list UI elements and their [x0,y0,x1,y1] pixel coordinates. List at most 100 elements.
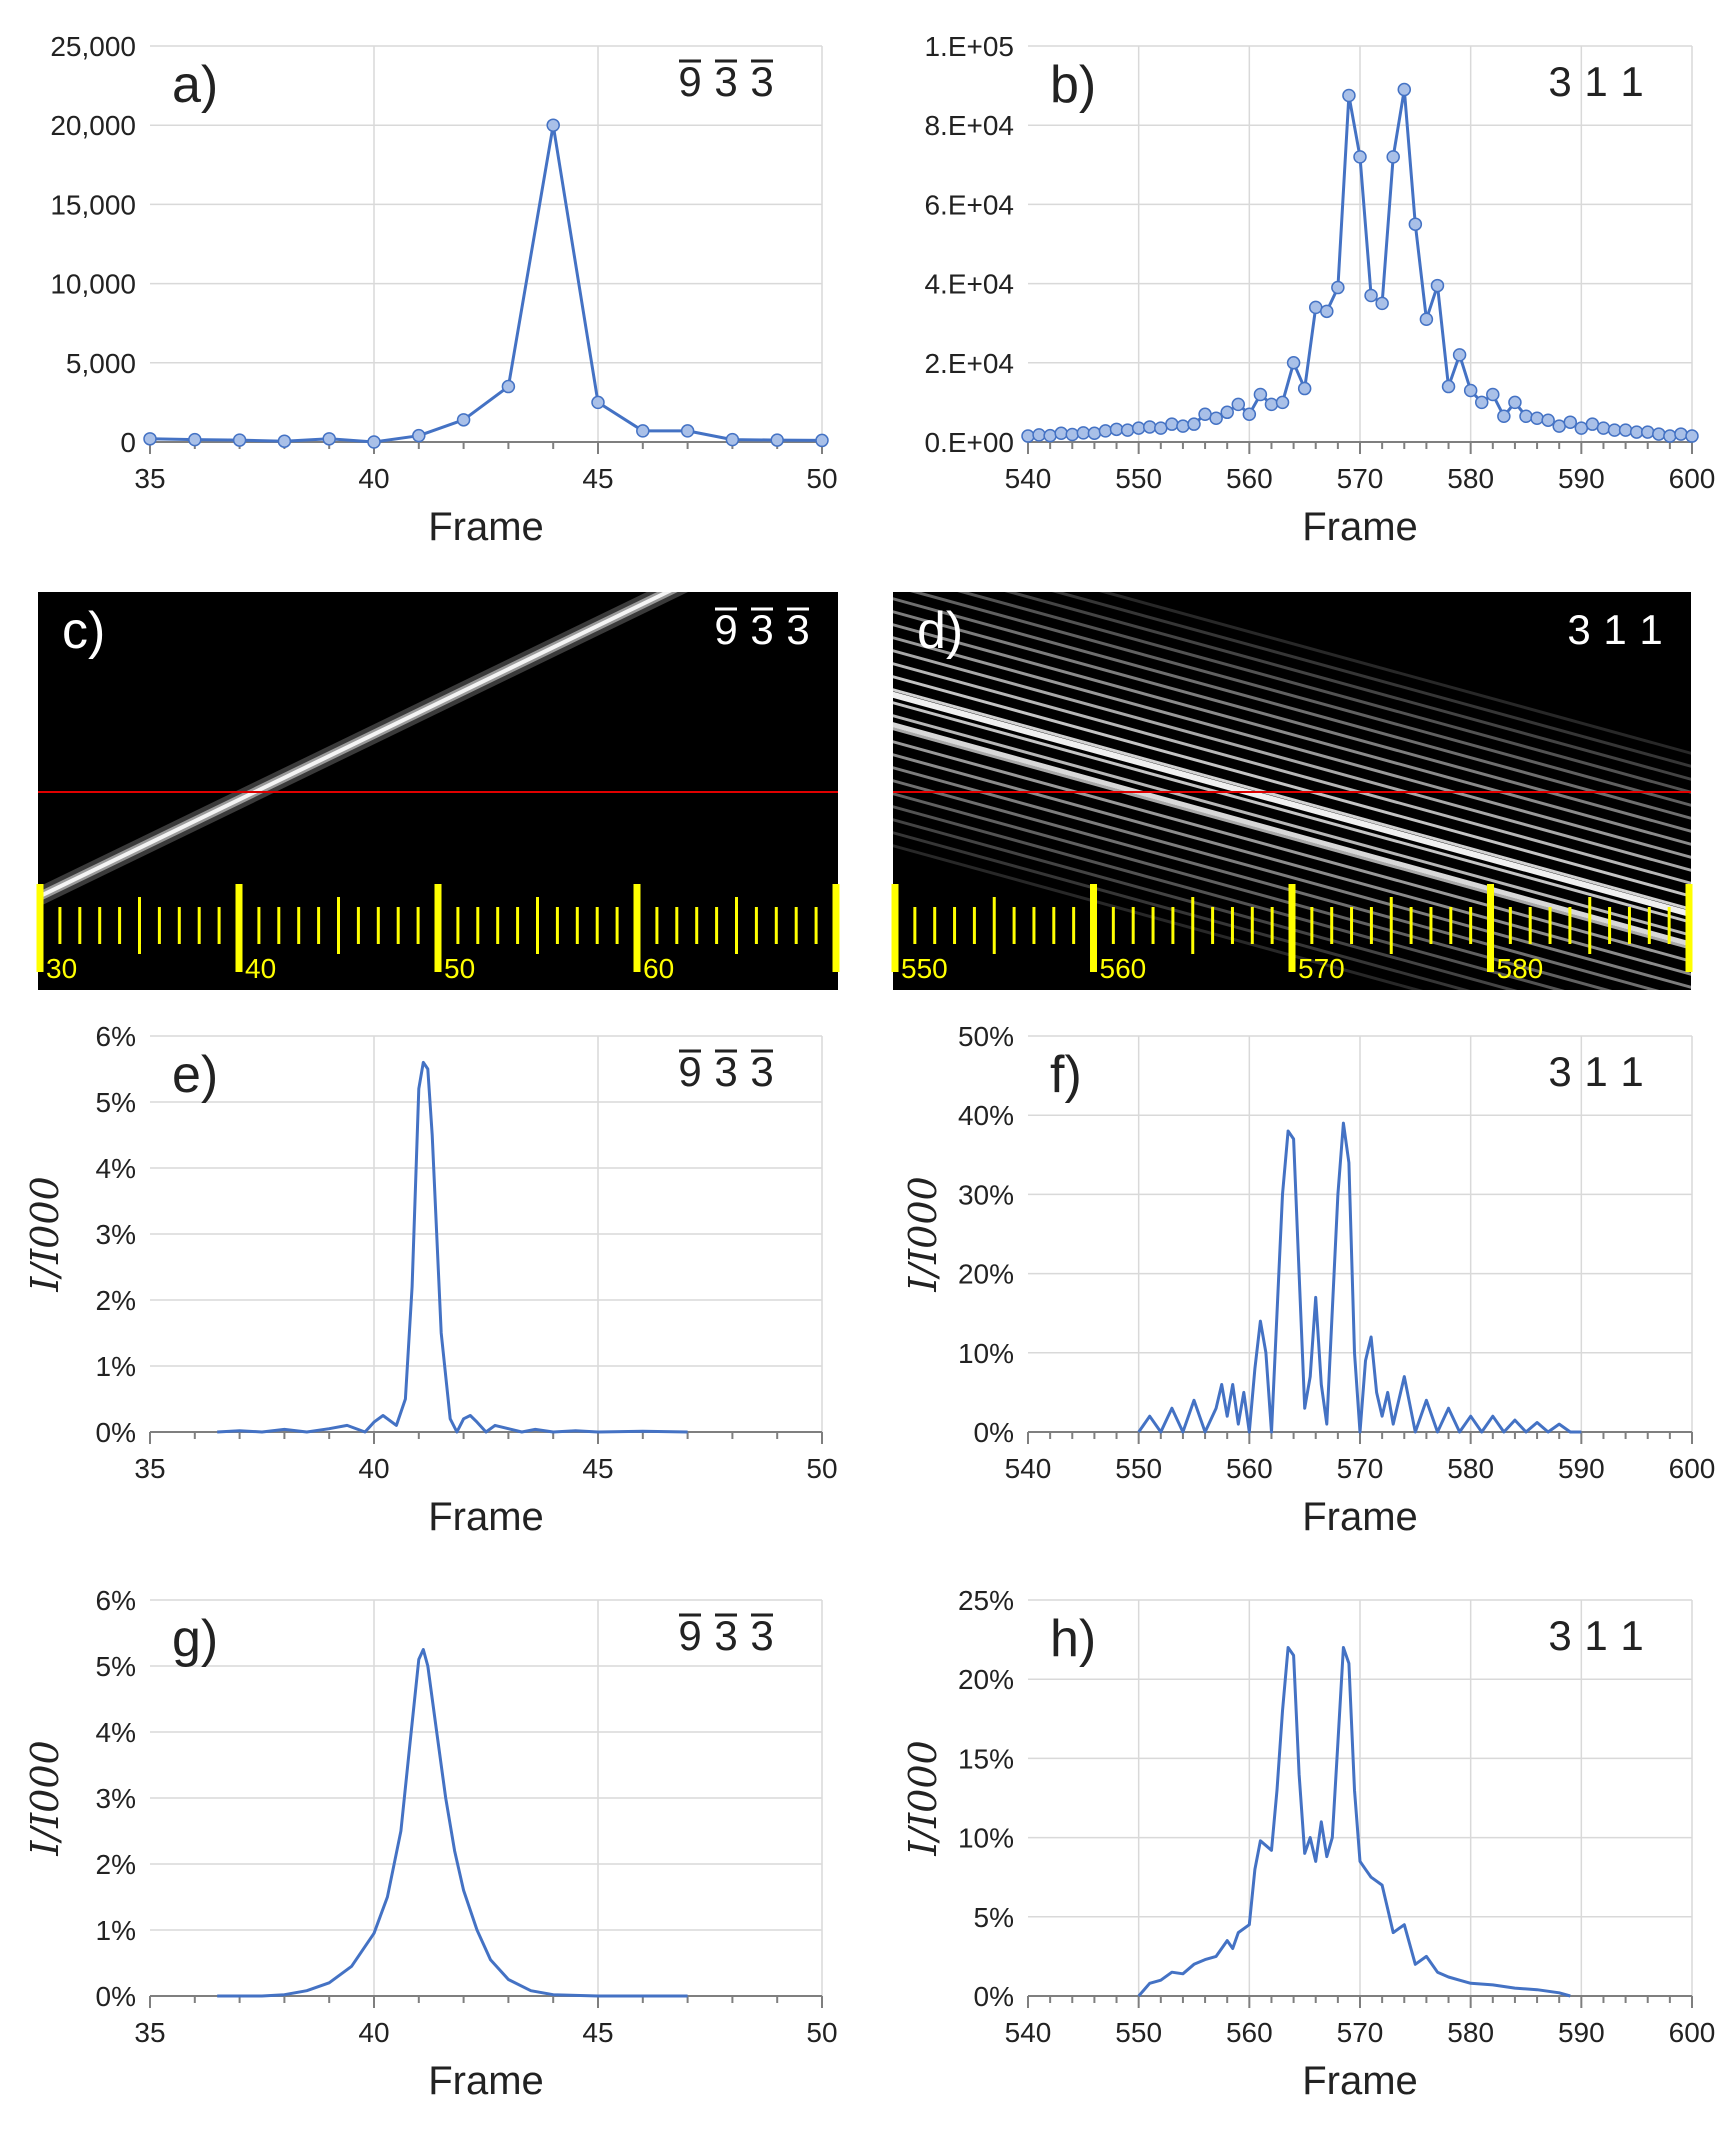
y-tick-label: 25% [958,1585,1014,1616]
fringe-line [1099,592,1691,755]
data-point [1364,288,1378,303]
hkl-index-1: 1 [1584,58,1607,105]
data-point [1342,88,1356,103]
data-point [1618,423,1633,437]
scale-label: 550 [901,953,948,984]
data-point [1198,407,1212,422]
y-tick-label: 4% [96,1153,136,1184]
y-tick-label: 0% [96,1417,136,1448]
y-tick-label: 6% [96,1585,136,1616]
y-tick-label: 1% [96,1915,136,1946]
y-axis-label: I/I000 [23,1740,67,1856]
fringe-line [893,766,1691,989]
fringe-line [893,675,1691,898]
x-tick-label: 35 [134,463,165,494]
fringe-line [1004,592,1691,781]
x-tick-label: 45 [582,2017,613,2048]
y-tick-label: 20% [958,1664,1014,1695]
x-axis-label: Frame [428,1495,544,1539]
data-point [1032,428,1046,442]
data-point [1497,409,1511,424]
data-point [1253,387,1268,402]
x-axis-label: Frame [1302,2059,1418,2103]
y-tick-label: 20,000 [50,110,136,141]
x-tick-label: 560 [1226,1453,1273,1484]
y-axis-label: I/I000 [901,1740,945,1856]
hkl-index-1: 3 [714,1612,737,1659]
x-tick-label: 560 [1226,2017,1273,2048]
chart-h: 540 550 560 570 580 590 600 0% 5% 10% 15% 20% 25% Fra… [901,1585,1715,2103]
data-point [1242,407,1257,422]
y-tick-label: 3% [96,1219,136,1250]
hkl-index-1: 3 [714,1048,737,1095]
data-point [1441,379,1456,394]
hkl-index-0: 3 [1548,1612,1571,1659]
data-point [1585,417,1600,431]
data-point [232,433,247,447]
y-tick-label: 1% [96,1351,136,1382]
data-point [636,424,650,438]
x-tick-label: 40 [358,463,389,494]
x-tick-label: 600 [1669,463,1716,494]
scale-label: 60 [643,953,674,984]
x-tick-label: 540 [1005,1453,1052,1484]
data-point [367,435,381,449]
hkl-index-0: 9 [678,1612,701,1659]
hkl-index-0: 3 [1548,58,1571,105]
data-point [1176,419,1190,433]
x-tick-label: 50 [806,463,837,494]
data-point [1563,415,1578,429]
hkl-index-0: 3 [1548,1048,1571,1095]
y-tick-label: 20% [958,1259,1014,1290]
hkl-index-2: 3 [750,1612,773,1659]
fringe-line [910,592,1691,807]
x-tick-label: 570 [1337,463,1384,494]
x-tick-label: 570 [1337,2017,1384,2048]
fringe-line [957,592,1691,794]
data-point [546,118,560,132]
hkl-index-2: 3 [786,606,809,653]
data-point [1142,420,1157,434]
data-point [1275,395,1290,410]
y-tick-label: 25,000 [50,31,136,62]
second-fringe [893,722,1691,947]
scale-label: 560 [1100,953,1147,984]
image-streaks [893,592,1691,990]
hkl-index-0: 9 [678,1048,701,1095]
data-point [1685,429,1699,443]
panel-label: b) [1050,56,1096,114]
data-point [1220,405,1234,420]
fringe-line [893,688,1691,911]
y-tick-label: 6% [96,1021,136,1052]
y-tick-label: 10% [958,1823,1014,1854]
data-point [1541,413,1555,427]
data-point [1308,300,1323,315]
x-axis-label: Frame [428,505,544,549]
x-tick-label: 580 [1447,1453,1494,1484]
data-point [1397,82,1412,97]
hkl-index-0: 9 [714,606,737,653]
y-tick-label: 50% [958,1021,1014,1052]
data-point [770,433,784,447]
x-tick-label: 580 [1447,463,1494,494]
y-tick-label: 0% [974,1981,1014,2012]
data-point [1264,397,1279,412]
y-tick-label: 10,000 [50,269,136,300]
x-tick-label: 550 [1115,463,1162,494]
hkl-index-1: 1 [1603,606,1626,653]
y-tick-label: 0.E+00 [924,427,1014,458]
panel-label: a) [172,56,218,114]
x-tick-label: 35 [134,2017,165,2048]
scale-label: 580 [1497,953,1544,984]
data-point [1519,409,1533,424]
fringe-line [893,662,1691,885]
y-tick-label: 15,000 [50,189,136,220]
series-line [1137,1646,1571,1998]
data-point [1629,425,1644,439]
scale-label: 40 [245,953,276,984]
x-tick-label: 560 [1226,463,1273,494]
x-tick-label: 570 [1337,1453,1384,1484]
y-tick-label: 2% [96,1285,136,1316]
data-point [1109,422,1124,437]
